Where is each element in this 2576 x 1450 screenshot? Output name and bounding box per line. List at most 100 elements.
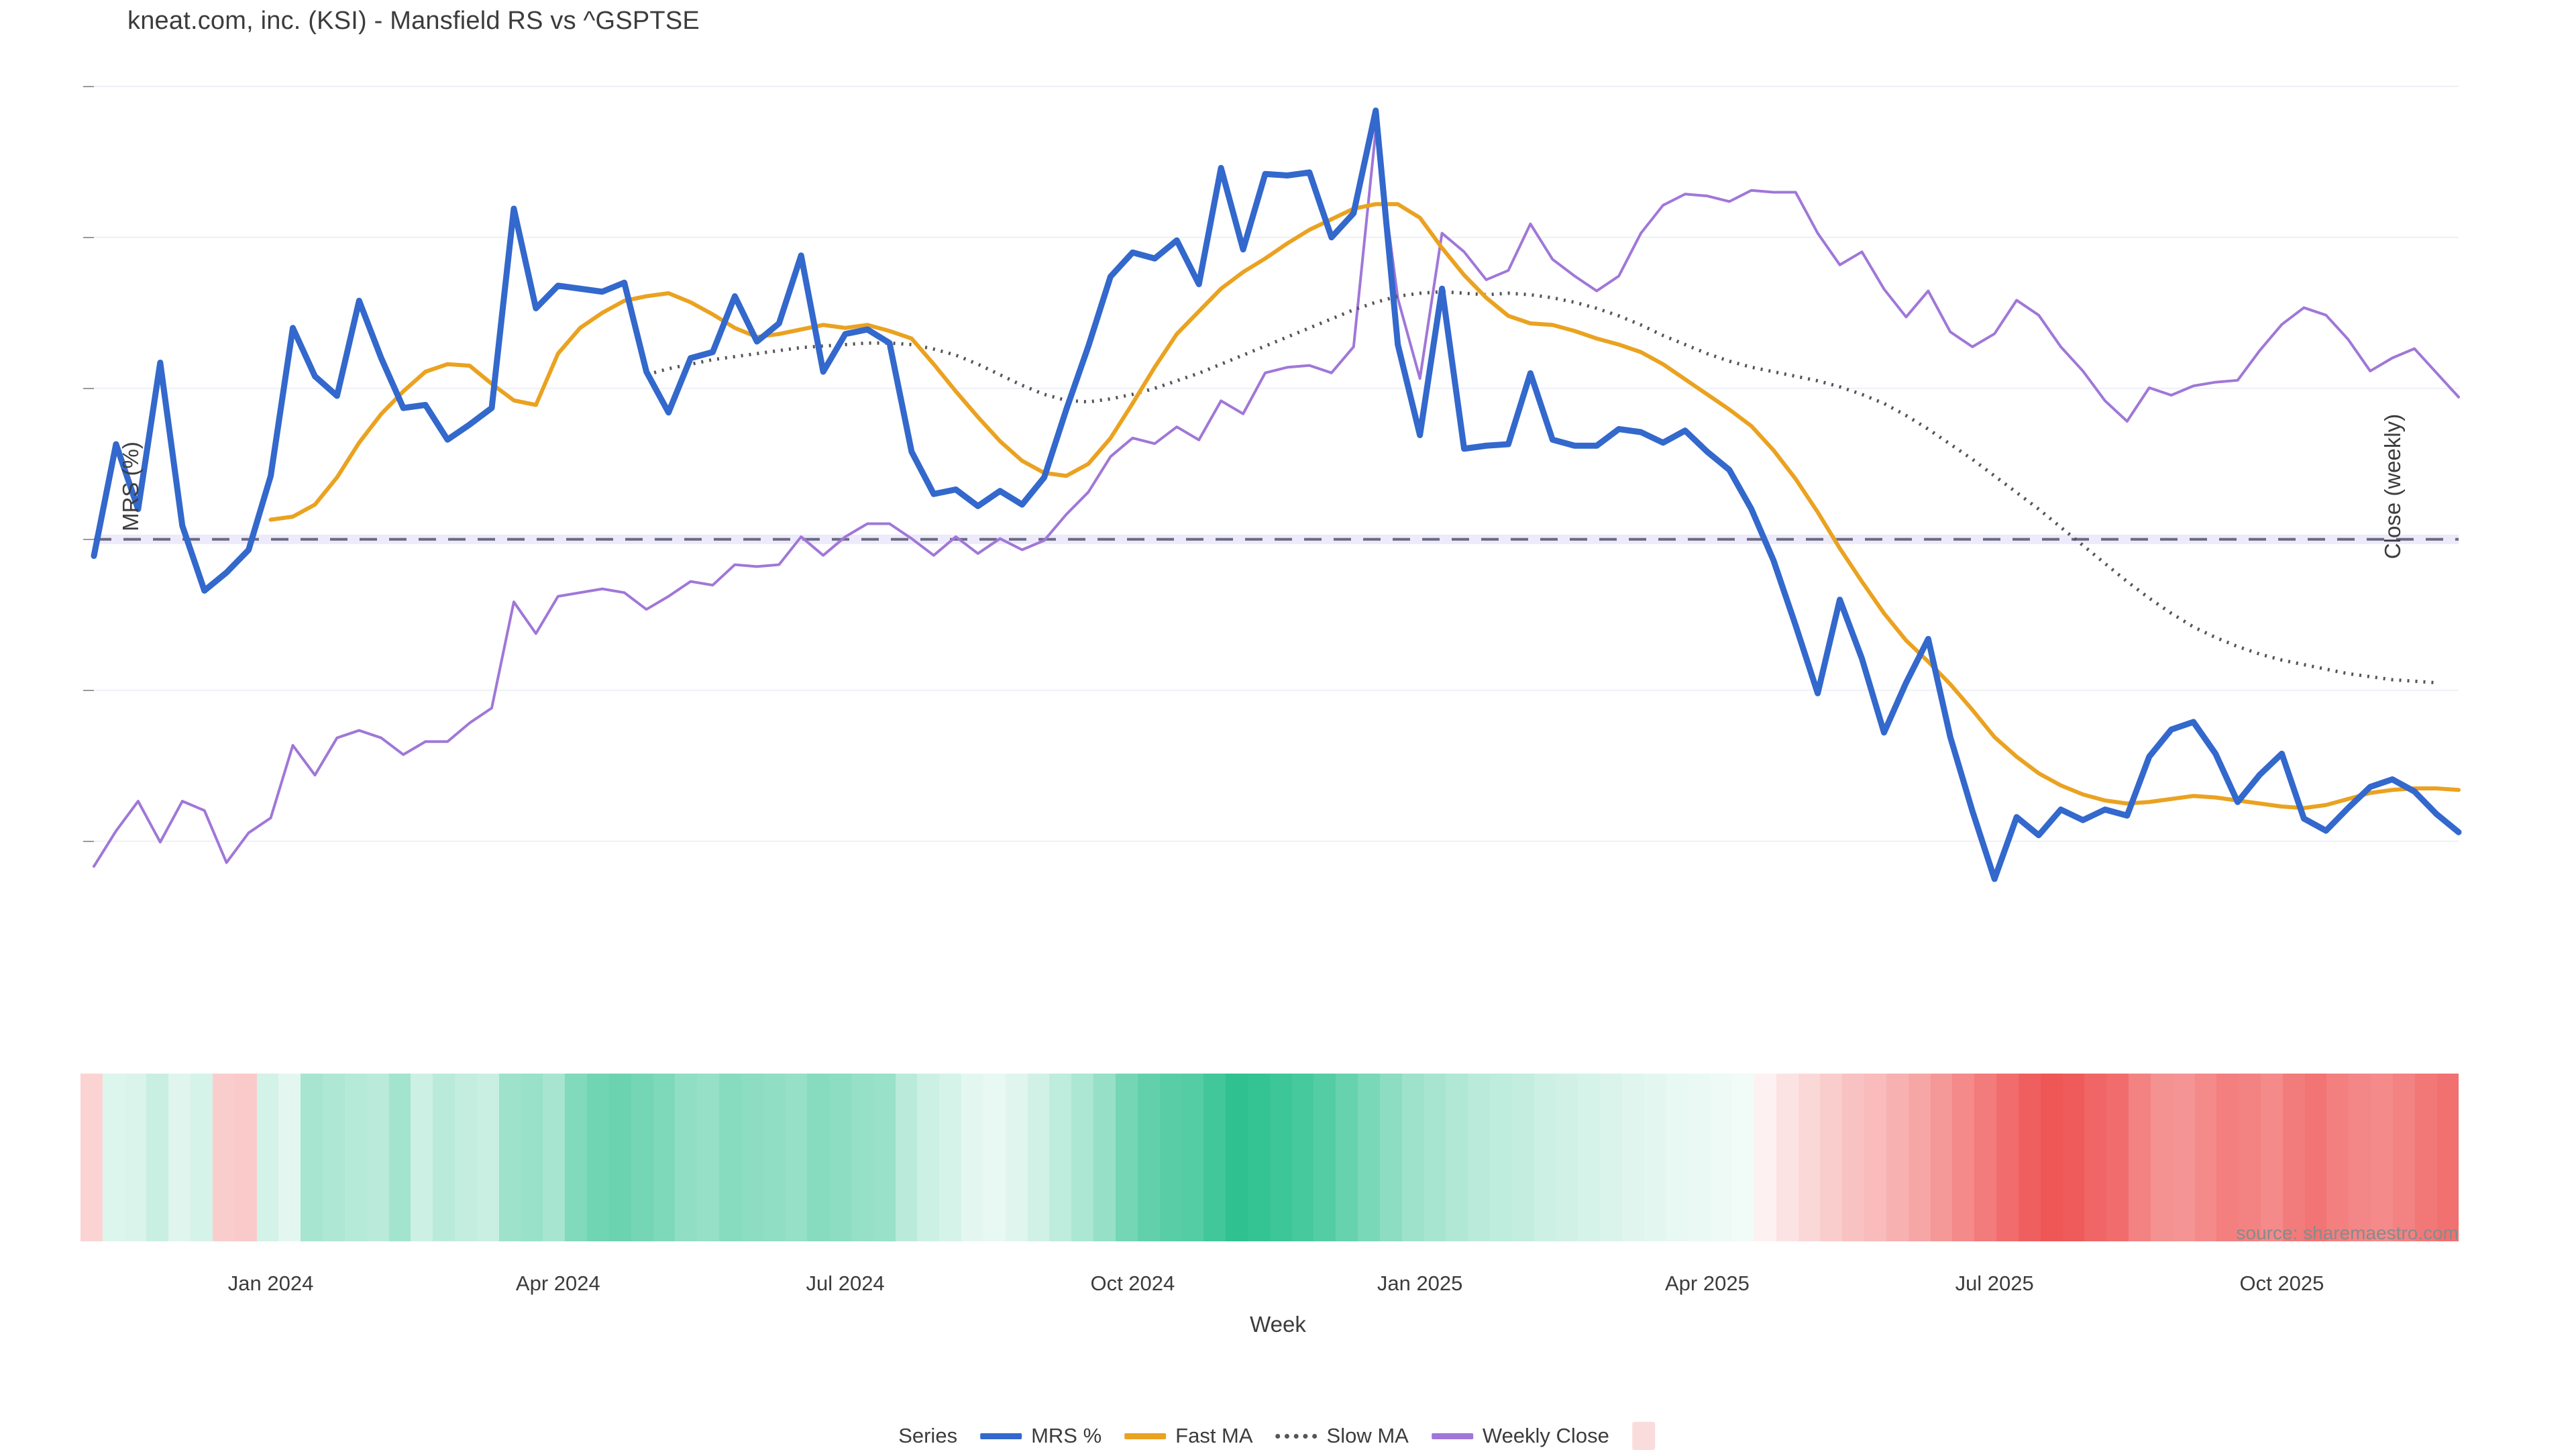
heat-strip-cell bbox=[1556, 1074, 1578, 1241]
series-line-weekly-close bbox=[93, 129, 2460, 868]
legend-item-label: MRS % bbox=[1031, 1424, 1102, 1447]
heat-strip-cell bbox=[741, 1074, 763, 1241]
heat-strip-cell bbox=[1930, 1074, 1953, 1241]
heat-strip-cell bbox=[2349, 1074, 2371, 1241]
heat-strip-cell bbox=[1754, 1074, 1776, 1241]
heat-strip-cell bbox=[1908, 1074, 1931, 1241]
heat-strip-cell bbox=[2326, 1074, 2349, 1241]
heat-strip-cell bbox=[1336, 1074, 1358, 1241]
heat-strip-cell bbox=[80, 1074, 103, 1241]
heat-strip-cell bbox=[2172, 1074, 2195, 1241]
heat-strip-cell bbox=[1159, 1074, 1182, 1241]
heat-strip-cell bbox=[2129, 1074, 2151, 1241]
heat-strip-cell bbox=[1269, 1074, 1292, 1241]
heat-strip-cell bbox=[1996, 1074, 2019, 1241]
legend-line-icon bbox=[980, 1433, 1022, 1439]
heat-strip-cell bbox=[2040, 1074, 2063, 1241]
legend-line-icon bbox=[1431, 1433, 1473, 1439]
heat-strip-cell bbox=[146, 1074, 169, 1241]
series-line-fast-ma bbox=[268, 202, 2461, 811]
y-tick-mark-left bbox=[83, 689, 94, 691]
y-tick-mark-left bbox=[83, 840, 94, 842]
heat-strip-cell bbox=[366, 1074, 389, 1241]
legend-item-mrs[interactable]: MRS % bbox=[980, 1424, 1102, 1448]
heat-strip-cell bbox=[2392, 1074, 2415, 1241]
legend-item-swatch[interactable] bbox=[1631, 1422, 1655, 1450]
heat-strip-cell bbox=[1379, 1074, 1402, 1241]
heat-strip-cell bbox=[278, 1074, 301, 1241]
legend-item-slow-ma[interactable]: Slow MA bbox=[1275, 1424, 1409, 1448]
heat-strip-cell bbox=[961, 1074, 983, 1241]
heat-strip-cell bbox=[697, 1074, 720, 1241]
x-tick-label: Jul 2024 bbox=[806, 1272, 885, 1295]
heat-strip-cell bbox=[498, 1074, 521, 1241]
heat-strip-cell bbox=[1490, 1074, 1512, 1241]
heat-strip-cell bbox=[2260, 1074, 2283, 1241]
heat-strip-cell bbox=[1578, 1074, 1601, 1241]
heat-strip-cell bbox=[565, 1074, 588, 1241]
x-tick-label: Apr 2025 bbox=[1664, 1272, 1750, 1295]
heat-strip-cell bbox=[2018, 1074, 2041, 1241]
heat-strip-cell bbox=[1358, 1074, 1380, 1241]
heat-strip-cell bbox=[1203, 1074, 1226, 1241]
heat-strip-cell bbox=[2282, 1074, 2305, 1241]
heat-strip-cell bbox=[433, 1074, 455, 1241]
legend-item-fast-ma[interactable]: Fast MA bbox=[1124, 1424, 1253, 1448]
heat-strip-cell bbox=[1776, 1074, 1799, 1241]
heat-strip-cell bbox=[1600, 1074, 1622, 1241]
heat-strip-cell bbox=[256, 1074, 279, 1241]
series-line-mrs bbox=[91, 107, 2462, 882]
heat-strip-cell bbox=[1534, 1074, 1556, 1241]
legend-title: Series bbox=[898, 1424, 958, 1447]
heat-strip-cell bbox=[2304, 1074, 2327, 1241]
heat-strip-cell bbox=[168, 1074, 191, 1241]
heat-strip-cell bbox=[895, 1074, 918, 1241]
heat-strip-cell bbox=[411, 1074, 433, 1241]
source-credit: source: sharemaestro.com bbox=[2236, 1223, 2459, 1243]
heat-strip-cell bbox=[234, 1074, 257, 1241]
legend-item-label: Weekly Close bbox=[1482, 1424, 1609, 1447]
heat-strip-cell bbox=[1049, 1074, 1072, 1241]
y-axis-left-title: MRS (%) bbox=[117, 442, 143, 531]
y-tick-mark-left bbox=[83, 538, 94, 540]
heat-strip-cell bbox=[543, 1074, 566, 1241]
heat-strip-cell bbox=[829, 1074, 851, 1241]
heat-strip-cell bbox=[212, 1074, 235, 1241]
heat-strip-cell bbox=[2062, 1074, 2085, 1241]
heat-strip-cell bbox=[388, 1074, 411, 1241]
heat-strip-cell bbox=[455, 1074, 477, 1241]
heat-strip-cell bbox=[1468, 1074, 1490, 1241]
heat-strip-cell bbox=[1181, 1074, 1204, 1241]
heat-strip-cell bbox=[1864, 1074, 1886, 1241]
heat-strip-cell bbox=[2150, 1074, 2173, 1241]
heat-strip-cell bbox=[1226, 1074, 1248, 1241]
heat-strip-cell bbox=[1446, 1074, 1468, 1241]
heat-strip-cell bbox=[344, 1074, 367, 1241]
x-tick-label: Apr 2024 bbox=[515, 1272, 600, 1295]
heat-strip-cell bbox=[983, 1074, 1006, 1241]
plot-area: 30.020.010.00.0−10.0−20.0 76.565.554.543… bbox=[83, 64, 2462, 909]
heat-strip-cell bbox=[124, 1074, 147, 1241]
heat-strip-cell bbox=[191, 1074, 213, 1241]
heat-strip-cell bbox=[1115, 1074, 1138, 1241]
heat-strip-cell bbox=[1511, 1074, 1534, 1241]
heat-strip-cell bbox=[719, 1074, 741, 1241]
heat-strip-cell bbox=[1093, 1074, 1116, 1241]
heat-strip-cell bbox=[1027, 1074, 1050, 1241]
heat-strip-cell bbox=[1644, 1074, 1666, 1241]
heat-strip-cell bbox=[521, 1074, 543, 1241]
legend-item-label: Slow MA bbox=[1326, 1424, 1409, 1447]
heat-strip-cell bbox=[939, 1074, 962, 1241]
heat-strip-cell bbox=[1005, 1074, 1028, 1241]
legend-item-weekly-close[interactable]: Weekly Close bbox=[1431, 1424, 1609, 1448]
heat-strip-cell bbox=[1424, 1074, 1446, 1241]
heat-strip-cell bbox=[631, 1074, 653, 1241]
heat-strip-cell bbox=[675, 1074, 698, 1241]
heat-strip-cell bbox=[763, 1074, 786, 1241]
series-line-slow-ma bbox=[645, 290, 2437, 684]
chart-legend: Series MRS % Fast MA Slow MA Weekly Close bbox=[898, 1422, 1678, 1450]
heat-strip-cell bbox=[1071, 1074, 1094, 1241]
heat-strip-cell bbox=[807, 1074, 830, 1241]
legend-item-label: Fast MA bbox=[1175, 1424, 1253, 1447]
